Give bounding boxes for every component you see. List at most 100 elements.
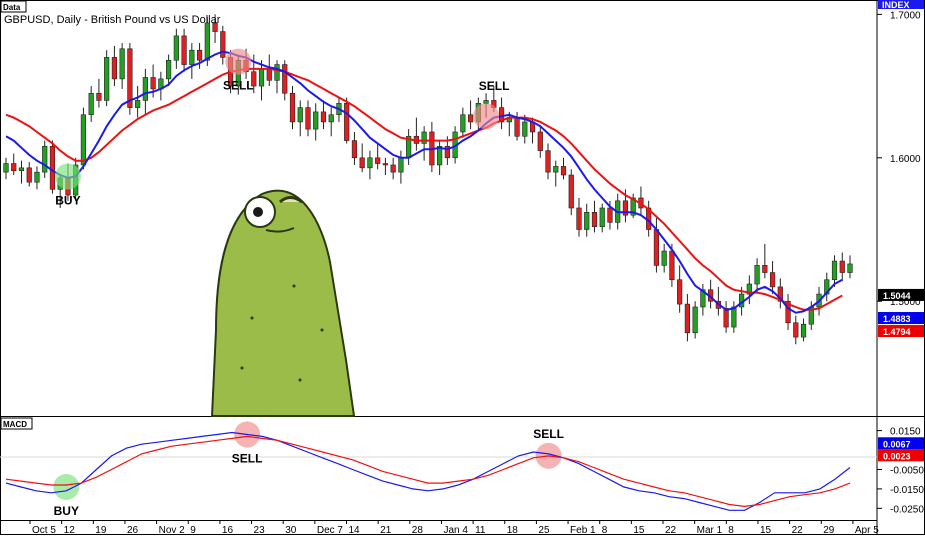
candle-body — [692, 306, 698, 334]
candle-body — [723, 308, 729, 328]
candle-body — [282, 64, 288, 94]
time-tick-label: 21 — [380, 525, 392, 535]
candle-body — [522, 121, 528, 137]
sell-signal-marker — [473, 103, 500, 130]
price-tick-label: 1.7000 — [890, 10, 921, 21]
macd-tag-box — [0, 417, 33, 430]
candle-body — [212, 22, 218, 32]
time-tick-label: 18 — [507, 525, 519, 535]
macd-value-label-box — [878, 437, 924, 450]
cartoon-pickle-character — [210, 189, 356, 417]
sell-signal-label: SELL — [223, 79, 254, 93]
macd-tick-label: -0.0050 — [890, 465, 924, 476]
time-tick-label: 15 — [633, 525, 645, 535]
candle-body — [514, 117, 520, 137]
candle-body — [568, 174, 574, 209]
price-pane: BUY SELL SELL — [3, 14, 853, 345]
candle-body — [375, 157, 381, 164]
candle-body — [150, 77, 156, 90]
time-tick-label: 22 — [665, 525, 677, 535]
candle-body — [731, 306, 737, 328]
candle-body — [351, 140, 358, 159]
candle-body — [746, 283, 752, 295]
price-tick-label: 1.5000 — [890, 297, 921, 308]
macd-value-label-box — [878, 449, 924, 462]
index-tag: INDEX — [882, 0, 910, 10]
candle-body — [88, 92, 94, 116]
candle-body — [127, 48, 133, 108]
candle-body — [437, 146, 443, 166]
candle-body — [119, 48, 125, 80]
data-tag: Data — [3, 3, 21, 12]
macd-tick-label: -0.0150 — [890, 485, 924, 496]
candle-body — [289, 92, 296, 123]
candle-body — [181, 35, 187, 65]
index-tag-box — [878, 0, 924, 9]
price-value-label-box — [878, 325, 924, 338]
time-tick-label: Oct 5 — [32, 525, 56, 535]
candle-body — [599, 207, 605, 227]
candle-body — [762, 265, 768, 273]
macd-value-label: 0.0023 — [883, 451, 911, 461]
candle-body — [359, 157, 365, 169]
candle-body — [166, 59, 172, 80]
chart-title: GBPUSD, Daily - British Pound vs US Doll… — [4, 14, 221, 26]
candle-body — [467, 114, 474, 123]
candle-body — [142, 77, 148, 101]
candle-body — [754, 265, 760, 285]
candle-body — [622, 200, 629, 216]
candle-body — [18, 167, 25, 172]
macd-tag: MACD — [3, 420, 27, 429]
candle-body — [80, 114, 87, 166]
candle-body — [584, 212, 590, 230]
candle-body — [367, 157, 373, 169]
price-tick-label: 1.6000 — [890, 154, 921, 165]
candle-body — [344, 102, 350, 141]
candle-body — [483, 100, 489, 104]
sell-signal-label: SELL — [479, 79, 510, 93]
candle-body — [460, 114, 466, 133]
candle-body — [204, 22, 210, 61]
candle-body — [96, 92, 102, 101]
candle-body — [390, 164, 396, 173]
candle-body — [785, 300, 791, 324]
candle-body — [831, 260, 838, 281]
price-value-label-box — [878, 312, 924, 325]
time-tick-label: 29 — [823, 525, 835, 535]
candle-body — [793, 322, 799, 338]
time-tick-label: 23 — [254, 525, 266, 535]
ma-fast-line — [5, 50, 843, 314]
macd-tick-label: 0.0150 — [890, 427, 921, 438]
candle-body — [769, 272, 776, 288]
ma-slow-line — [5, 67, 843, 311]
time-tick-label: Apr 5 — [855, 525, 879, 535]
macd-tick-label: -0.0250 — [890, 504, 924, 515]
candle-body — [220, 31, 226, 58]
buy-macd-signal-label: BUY — [54, 504, 79, 518]
time-tick-label: 22 — [792, 525, 804, 535]
candle-body — [545, 150, 551, 173]
candle-body — [591, 212, 598, 227]
time-tick-label: 19 — [95, 525, 107, 535]
buy-signal-label: BUY — [55, 193, 80, 207]
candle-body — [42, 146, 48, 173]
sell-macd-signal-label: SELL — [232, 451, 263, 465]
candle-body — [576, 207, 582, 230]
time-tick-label: 26 — [127, 525, 139, 535]
time-tick-label: 12 — [64, 525, 76, 535]
candle-body — [313, 111, 319, 130]
candle-body — [653, 229, 660, 266]
candle-body — [297, 107, 303, 123]
candle-body — [49, 146, 56, 190]
candle-body — [104, 57, 110, 101]
candle-body — [398, 157, 404, 173]
candle-body — [189, 49, 195, 65]
candle-body — [135, 100, 141, 108]
candle-body — [328, 114, 334, 123]
time-tick-label: 30 — [285, 525, 297, 535]
sell-signal-marker — [225, 48, 252, 75]
buy-macd-signal-marker — [53, 473, 80, 500]
candle-body — [251, 71, 257, 87]
